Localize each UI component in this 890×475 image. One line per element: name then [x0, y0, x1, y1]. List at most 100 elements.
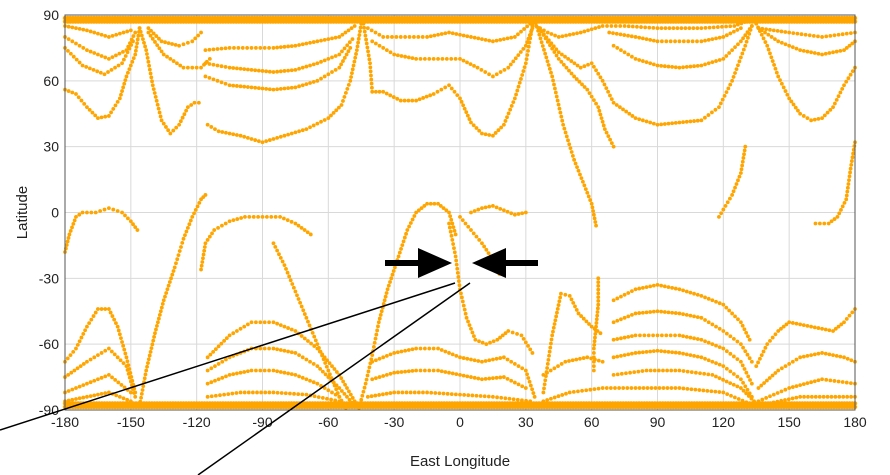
- data-point: [769, 55, 774, 60]
- data-point: [837, 394, 842, 399]
- data-point: [96, 52, 100, 57]
- data-point: [194, 65, 199, 70]
- data-point: [839, 207, 843, 212]
- data-point: [688, 119, 693, 124]
- data-point: [304, 41, 309, 46]
- data-point: [831, 50, 835, 55]
- data-point: [651, 333, 656, 338]
- data-point: [512, 362, 517, 366]
- data-point: [845, 356, 850, 361]
- data-point: [580, 179, 585, 184]
- data-point: [414, 368, 419, 373]
- data-point: [593, 357, 597, 362]
- data-point: [695, 26, 700, 31]
- data-point: [462, 106, 467, 111]
- data-point: [273, 214, 278, 219]
- data-point: [441, 391, 446, 396]
- data-point: [731, 337, 736, 341]
- data-point: [554, 53, 559, 58]
- data-point: [838, 90, 843, 95]
- data-point: [388, 280, 392, 284]
- data-point: [230, 391, 235, 396]
- data-point: [596, 291, 601, 296]
- data-point: [119, 92, 123, 97]
- data-point: [249, 320, 254, 325]
- data-point: [278, 255, 283, 260]
- data-point: [224, 374, 228, 379]
- data-point: [585, 355, 590, 360]
- data-point: [747, 356, 752, 361]
- data-point: [476, 359, 481, 363]
- data-point: [287, 274, 292, 279]
- data-point: [809, 50, 814, 55]
- data-point: [717, 58, 722, 62]
- data-point: [746, 35, 750, 40]
- data-point: [293, 289, 298, 294]
- data-point: [197, 200, 202, 205]
- data-point: [238, 390, 243, 395]
- data-point: [472, 209, 477, 213]
- data-point: [668, 333, 673, 338]
- data-point: [330, 364, 334, 369]
- data-point: [465, 34, 470, 39]
- data-point: [828, 108, 833, 112]
- data-point: [115, 355, 120, 360]
- data-point: [458, 372, 462, 377]
- x-tick-label: 180: [843, 414, 867, 430]
- data-point: [743, 43, 748, 48]
- data-point: [488, 340, 492, 345]
- data-point: [770, 59, 775, 63]
- data-point: [315, 39, 320, 44]
- data-point: [311, 123, 316, 128]
- data-point: [271, 70, 276, 74]
- data-point: [677, 351, 682, 355]
- data-point: [673, 368, 678, 373]
- data-point: [471, 334, 476, 339]
- data-point: [681, 288, 686, 293]
- data-point: [717, 362, 722, 367]
- data-point: [114, 53, 118, 58]
- data-point: [845, 189, 850, 194]
- data-point: [454, 262, 459, 267]
- data-point: [714, 36, 718, 41]
- data-point: [312, 344, 317, 348]
- data-point: [308, 378, 312, 383]
- data-point: [763, 345, 768, 350]
- data-point: [285, 270, 290, 275]
- data-point: [575, 165, 579, 170]
- data-point: [76, 95, 81, 100]
- data-point: [591, 98, 596, 103]
- data-point: [637, 386, 642, 390]
- data-point: [697, 388, 702, 392]
- data-point: [174, 261, 178, 266]
- data-point: [847, 43, 852, 48]
- data-point: [425, 35, 429, 39]
- data-point: [560, 118, 565, 123]
- data-point: [756, 26, 761, 31]
- data-point: [368, 61, 372, 66]
- data-point: [578, 65, 583, 70]
- data-point: [699, 337, 704, 342]
- data-point: [844, 380, 849, 385]
- y-tick-label: -30: [39, 270, 59, 286]
- data-point: [741, 380, 745, 385]
- data-point: [545, 398, 550, 402]
- data-point: [450, 31, 455, 36]
- data-point: [357, 33, 362, 37]
- data-point: [574, 77, 579, 81]
- data-point: [141, 384, 146, 389]
- data-point: [414, 210, 419, 215]
- data-point: [109, 67, 114, 72]
- data-point: [471, 231, 476, 236]
- data-point: [109, 349, 114, 354]
- data-point: [625, 386, 630, 390]
- data-point: [457, 279, 461, 283]
- data-point: [231, 132, 236, 137]
- data-point: [474, 393, 479, 398]
- data-point: [742, 367, 747, 371]
- data-point: [699, 39, 704, 44]
- data-point: [166, 41, 171, 45]
- data-point: [164, 125, 168, 129]
- data-point: [315, 342, 320, 347]
- data-point: [618, 24, 623, 28]
